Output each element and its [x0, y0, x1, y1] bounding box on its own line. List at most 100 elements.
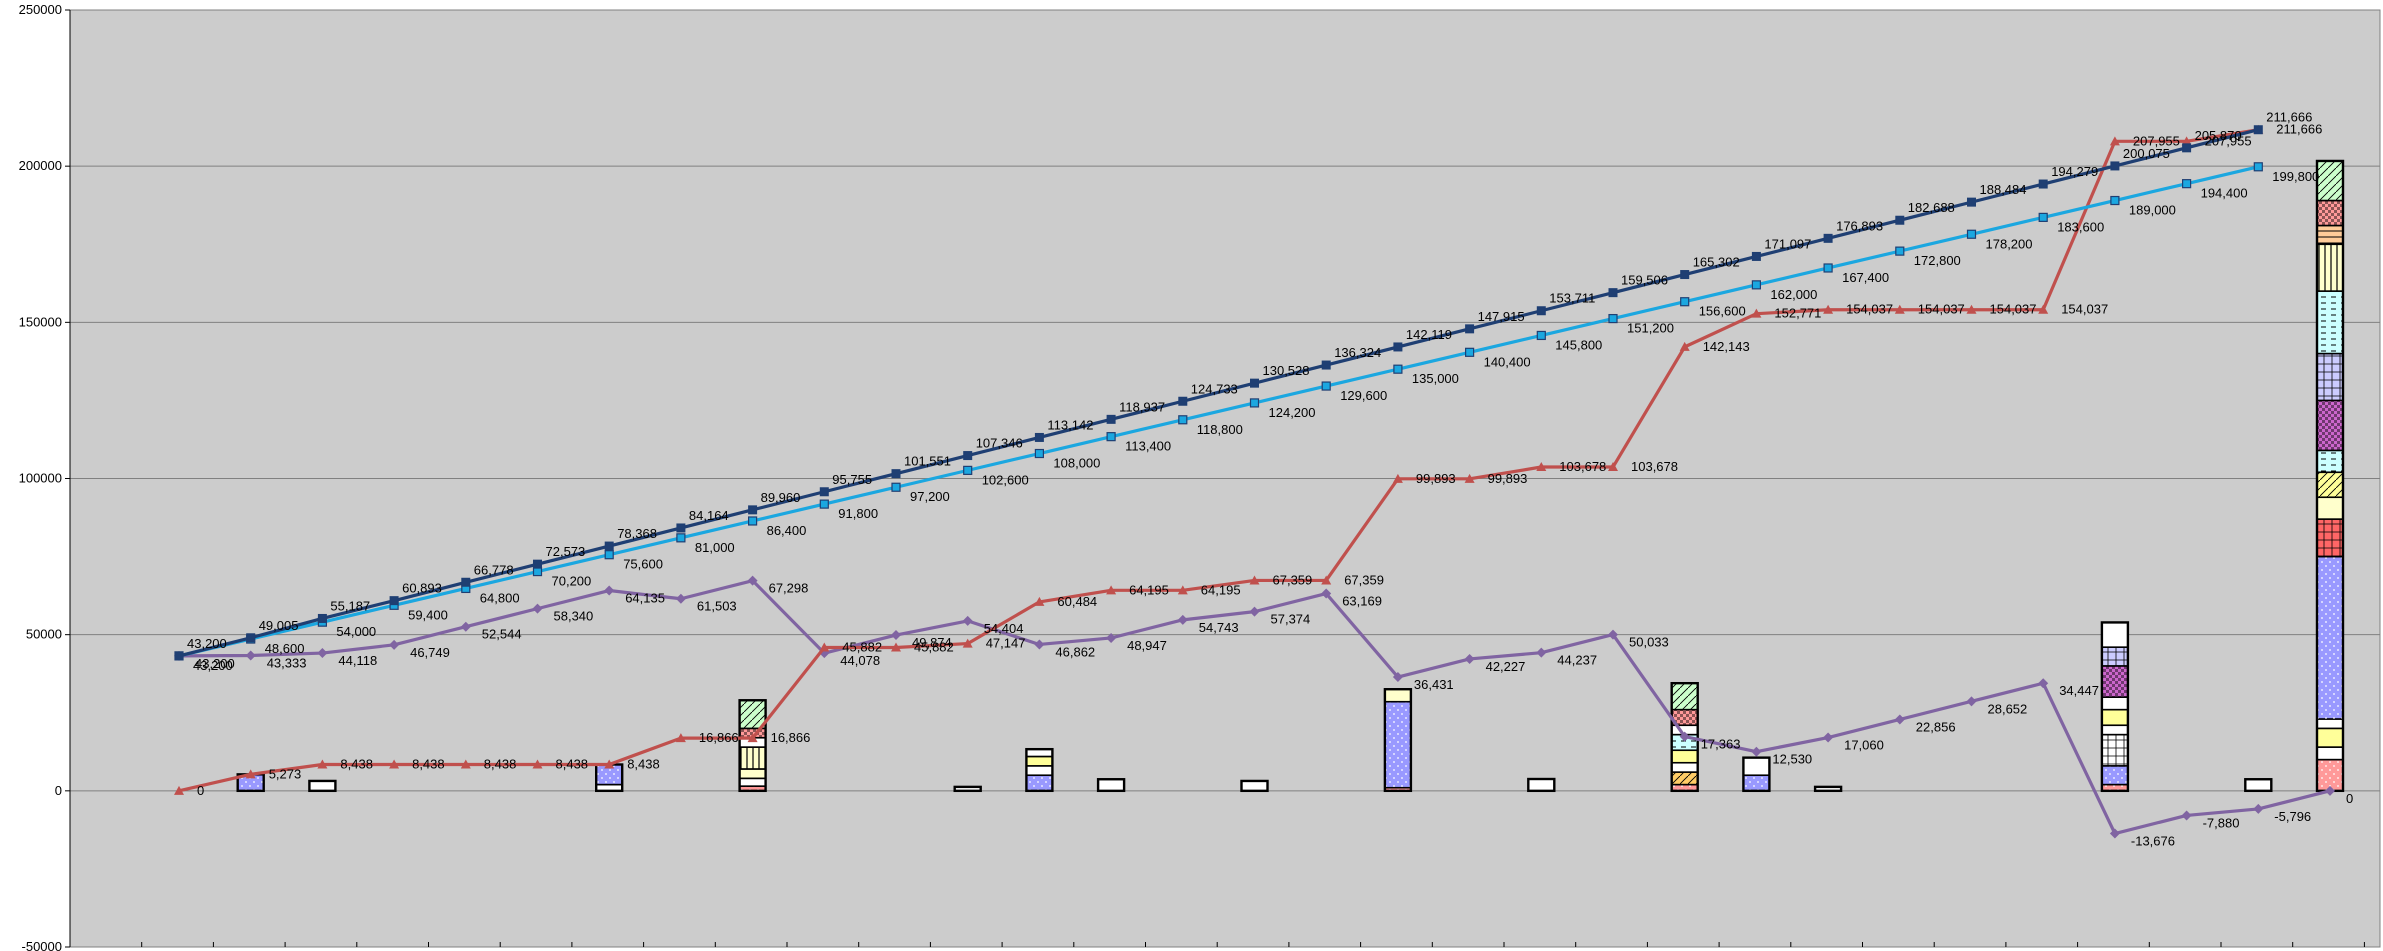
series-marker	[532, 759, 543, 769]
data-label: 86,400	[767, 523, 807, 538]
bar-segment-pattern	[2317, 400, 2343, 451]
bar-segment	[2101, 696, 2129, 711]
data-label: 43,200	[195, 656, 235, 671]
data-label: 188,484	[1980, 182, 2027, 197]
data-label: 89,960	[761, 490, 801, 505]
data-label: 142,119	[1406, 327, 1452, 342]
stacked-bar	[595, 763, 624, 793]
series-marker	[1106, 432, 1116, 442]
data-label: 199,800	[2272, 169, 2319, 184]
data-label: 45,882	[914, 640, 954, 655]
series-marker	[1106, 414, 1116, 424]
stacked-bar	[1096, 778, 1126, 793]
data-label: 152,771	[1774, 306, 1821, 321]
series-marker	[2325, 785, 2335, 796]
bar-segment	[738, 768, 767, 780]
data-label: 207,955	[2133, 133, 2180, 148]
series-3	[174, 124, 2264, 795]
data-label: 16,866	[699, 730, 739, 745]
data-label: 81,000	[695, 540, 735, 555]
data-label: 142,143	[1703, 339, 1750, 354]
series-marker	[675, 593, 686, 604]
stacked-bar	[1025, 747, 1054, 793]
data-label: 0	[197, 783, 204, 798]
series-marker	[2253, 162, 2263, 172]
data-label: 194,400	[2201, 186, 2248, 201]
data-label: 48,600	[265, 641, 305, 656]
bar-segment-pattern	[2317, 225, 2343, 245]
bar-segment	[1025, 755, 1054, 767]
bar-outline	[953, 785, 982, 793]
data-label: 91,800	[838, 506, 878, 521]
series-marker	[1392, 473, 1403, 483]
data-label: 45,882	[842, 640, 882, 655]
bar-outline	[1240, 779, 1269, 793]
series-marker	[317, 648, 328, 659]
series-marker	[1178, 396, 1188, 406]
data-label: 54,404	[984, 621, 1024, 636]
data-label: 113,400	[1125, 439, 1171, 454]
series-marker	[317, 613, 327, 623]
bar-segment-pattern	[1384, 787, 1411, 791]
data-label: 59,400	[408, 607, 448, 622]
series-marker	[245, 769, 256, 779]
series-marker	[1679, 731, 1690, 742]
bar-segment	[1527, 778, 1556, 792]
bar-segment	[2316, 746, 2344, 761]
series-marker	[891, 469, 901, 479]
bar-segment	[1742, 756, 1771, 777]
series-marker	[1536, 306, 1546, 316]
data-label: 147,915	[1478, 309, 1525, 324]
gridlines	[70, 9, 2380, 948]
y-tick-label: 0	[55, 783, 62, 798]
data-label: 8,438	[340, 756, 373, 771]
series-marker	[604, 541, 614, 551]
series-marker	[1321, 575, 1332, 585]
data-label: 42,227	[1486, 659, 1526, 674]
bar-segment-pattern	[739, 786, 766, 791]
bar-outline	[1670, 681, 1699, 793]
data-label: 28,652	[1988, 701, 2028, 716]
series-marker	[1895, 246, 1905, 256]
data-label: 67,298	[769, 581, 809, 596]
data-label: 108,000	[1053, 456, 1100, 471]
bar-segment-pattern	[2317, 200, 2343, 226]
data-label: 183,600	[2057, 219, 2104, 234]
series-marker	[245, 650, 256, 661]
series-marker	[1393, 364, 1403, 374]
bar-segment	[1097, 778, 1125, 792]
data-label: 189,000	[2129, 203, 2176, 218]
bar-segment-pattern	[1671, 709, 1698, 726]
series-marker	[676, 533, 686, 543]
series-marker	[2109, 136, 2120, 146]
series-marker	[461, 577, 471, 587]
series-marker	[1177, 614, 1188, 625]
series-marker	[1680, 297, 1690, 307]
data-label: 64,800	[480, 590, 520, 605]
data-label: 46,862	[1055, 644, 1095, 659]
data-label: 47,147	[986, 636, 1026, 651]
series-marker	[1249, 398, 1260, 408]
series-marker	[1966, 696, 1977, 707]
data-label: 16,866	[771, 730, 811, 745]
series-marker	[1106, 632, 1117, 643]
bar-segment-pattern	[2317, 353, 2343, 401]
bar-outline	[738, 699, 767, 793]
data-label: 205,870	[2195, 128, 2242, 143]
data-label: -5,796	[2274, 809, 2311, 824]
data-label: 8,438	[556, 756, 589, 771]
series-marker	[1751, 746, 1762, 757]
y-axis: -50000 0 50000 100000 150000 200000 250000	[19, 2, 71, 951]
series-marker	[1321, 360, 1331, 370]
series-marker	[819, 499, 829, 509]
series-marker	[1249, 606, 1260, 617]
series-marker	[2110, 195, 2120, 206]
series-marker	[1608, 288, 1618, 298]
stacked-bar	[236, 773, 265, 793]
series-marker	[2181, 810, 2192, 821]
series-marker	[460, 759, 471, 769]
data-label: 211,666	[2276, 122, 2322, 137]
series-marker	[389, 639, 400, 650]
series-marker	[2038, 179, 2048, 189]
series-marker	[963, 465, 973, 475]
